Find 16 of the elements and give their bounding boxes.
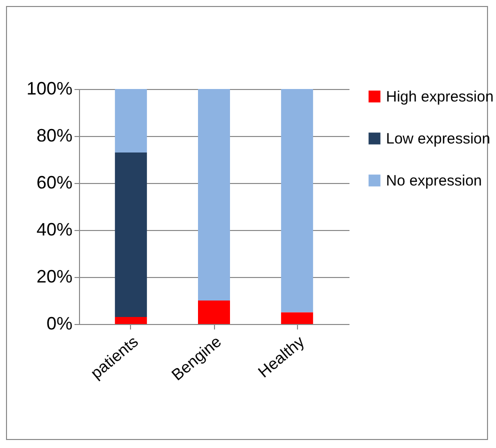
bar	[281, 312, 314, 324]
bar	[281, 89, 314, 312]
y-tick-label: 100%	[26, 78, 72, 98]
legend-label: Low expression	[386, 130, 490, 148]
bar	[198, 300, 230, 324]
y-tick-label: 80%	[36, 126, 72, 146]
y-tick-label: 0%	[46, 314, 72, 334]
y-tick-label: 60%	[36, 172, 72, 192]
legend-label: High expression	[386, 88, 494, 106]
bar	[198, 89, 230, 300]
y-tick-label: 20%	[36, 266, 72, 286]
y-tick-label: 40%	[36, 220, 72, 240]
bar	[114, 89, 147, 152]
bar	[114, 316, 147, 324]
legend-label: No expression	[386, 172, 482, 190]
bar	[114, 152, 147, 317]
